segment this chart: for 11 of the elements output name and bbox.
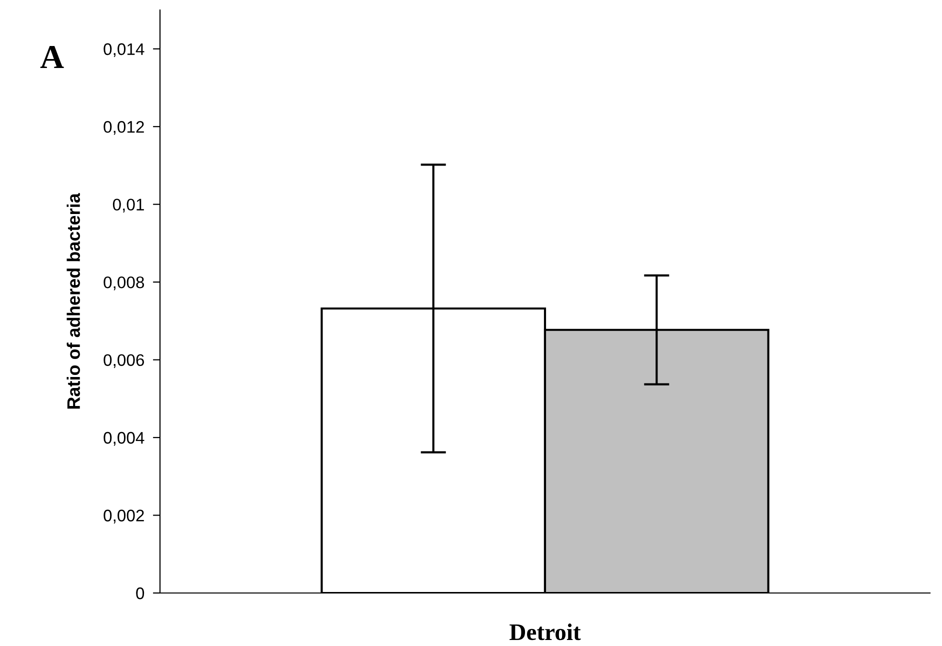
- y-axis-title: Ratio of adhered bacteria: [66, 193, 80, 409]
- x-tick-label: Detroit: [510, 624, 581, 640]
- y-tick-label: 0,01: [112, 198, 144, 213]
- y-tick-label: 0: [136, 587, 144, 600]
- y-tick-label: 0,006: [104, 354, 144, 368]
- y-tick-label: 0,004: [104, 432, 144, 446]
- y-tick-label: 0,012: [104, 121, 144, 135]
- y-tick-label: 0,002: [104, 510, 144, 524]
- y-tick-label: 0,008: [104, 276, 144, 290]
- y-tick-label: 0,014: [104, 43, 144, 58]
- text: A: [40, 46, 64, 68]
